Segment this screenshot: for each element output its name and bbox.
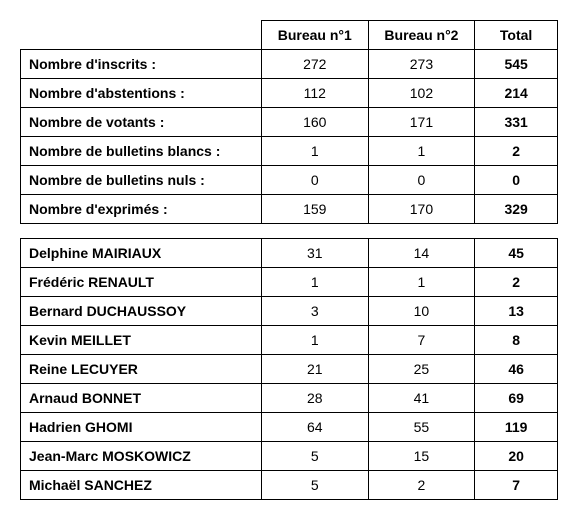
stat-total-value: 0: [475, 166, 558, 195]
stat-bureau2-value: 1: [368, 137, 475, 166]
candidate-total-value: 119: [475, 413, 558, 442]
candidate-row: Hadrien GHOMI6455119: [21, 413, 558, 442]
stat-bureau2-value: 102: [368, 79, 475, 108]
stat-bureau1-value: 0: [261, 166, 368, 195]
candidate-label: Arnaud BONNET: [21, 384, 262, 413]
stat-total-value: 545: [475, 50, 558, 79]
candidate-bureau2-value: 55: [368, 413, 475, 442]
header-bureau2: Bureau n°2: [368, 21, 475, 50]
gap-cell: [21, 224, 558, 239]
candidate-bureau1-value: 21: [261, 355, 368, 384]
candidate-total-value: 13: [475, 297, 558, 326]
candidate-total-value: 69: [475, 384, 558, 413]
stat-bureau1-value: 160: [261, 108, 368, 137]
candidate-bureau1-value: 5: [261, 471, 368, 500]
candidate-row: Arnaud BONNET284169: [21, 384, 558, 413]
candidate-total-value: 2: [475, 268, 558, 297]
stat-label: Nombre de bulletins nuls :: [21, 166, 262, 195]
candidate-row: Michaël SANCHEZ527: [21, 471, 558, 500]
stat-total-value: 331: [475, 108, 558, 137]
header-empty: [21, 21, 262, 50]
header-row: Bureau n°1 Bureau n°2 Total: [21, 21, 558, 50]
election-results-table: Bureau n°1 Bureau n°2 Total Nombre d'ins…: [20, 20, 558, 500]
stat-bureau1-value: 272: [261, 50, 368, 79]
candidate-bureau1-value: 1: [261, 326, 368, 355]
stat-row: Nombre d'abstentions :112102214: [21, 79, 558, 108]
stat-label: Nombre d'abstentions :: [21, 79, 262, 108]
candidate-bureau2-value: 41: [368, 384, 475, 413]
stat-bureau1-value: 159: [261, 195, 368, 224]
stat-bureau2-value: 273: [368, 50, 475, 79]
stat-total-value: 2: [475, 137, 558, 166]
candidate-bureau2-value: 2: [368, 471, 475, 500]
stat-label: Nombre de votants :: [21, 108, 262, 137]
candidate-row: Delphine MAIRIAUX311445: [21, 239, 558, 268]
candidate-row: Bernard DUCHAUSSOY31013: [21, 297, 558, 326]
candidate-label: Frédéric RENAULT: [21, 268, 262, 297]
table-body: Nombre d'inscrits :272273545Nombre d'abs…: [21, 50, 558, 500]
candidate-bureau2-value: 10: [368, 297, 475, 326]
stat-bureau1-value: 1: [261, 137, 368, 166]
candidate-total-value: 8: [475, 326, 558, 355]
candidate-label: Bernard DUCHAUSSOY: [21, 297, 262, 326]
stat-label: Nombre d'exprimés :: [21, 195, 262, 224]
candidate-bureau1-value: 28: [261, 384, 368, 413]
stat-total-value: 214: [475, 79, 558, 108]
gap-row: [21, 224, 558, 239]
stat-row: Nombre d'inscrits :272273545: [21, 50, 558, 79]
candidate-row: Jean-Marc MOSKOWICZ51520: [21, 442, 558, 471]
candidate-label: Michaël SANCHEZ: [21, 471, 262, 500]
stat-row: Nombre d'exprimés :159170329: [21, 195, 558, 224]
candidate-bureau2-value: 7: [368, 326, 475, 355]
candidate-row: Reine LECUYER212546: [21, 355, 558, 384]
candidate-row: Kevin MEILLET178: [21, 326, 558, 355]
candidate-total-value: 45: [475, 239, 558, 268]
candidate-bureau1-value: 5: [261, 442, 368, 471]
candidate-label: Jean-Marc MOSKOWICZ: [21, 442, 262, 471]
candidate-label: Delphine MAIRIAUX: [21, 239, 262, 268]
candidate-label: Hadrien GHOMI: [21, 413, 262, 442]
candidate-bureau2-value: 15: [368, 442, 475, 471]
candidate-bureau2-value: 1: [368, 268, 475, 297]
candidate-row: Frédéric RENAULT112: [21, 268, 558, 297]
stat-bureau1-value: 112: [261, 79, 368, 108]
header-bureau1: Bureau n°1: [261, 21, 368, 50]
stat-label: Nombre d'inscrits :: [21, 50, 262, 79]
candidate-bureau1-value: 3: [261, 297, 368, 326]
stat-row: Nombre de bulletins blancs :112: [21, 137, 558, 166]
candidate-label: Reine LECUYER: [21, 355, 262, 384]
candidate-bureau1-value: 31: [261, 239, 368, 268]
candidate-bureau1-value: 64: [261, 413, 368, 442]
candidate-total-value: 20: [475, 442, 558, 471]
candidate-bureau1-value: 1: [261, 268, 368, 297]
candidate-bureau2-value: 14: [368, 239, 475, 268]
stat-row: Nombre de bulletins nuls :000: [21, 166, 558, 195]
stat-label: Nombre de bulletins blancs :: [21, 137, 262, 166]
candidate-bureau2-value: 25: [368, 355, 475, 384]
candidate-total-value: 46: [475, 355, 558, 384]
stat-row: Nombre de votants :160171331: [21, 108, 558, 137]
header-total: Total: [475, 21, 558, 50]
stat-bureau2-value: 170: [368, 195, 475, 224]
stat-total-value: 329: [475, 195, 558, 224]
stat-bureau2-value: 0: [368, 166, 475, 195]
candidate-total-value: 7: [475, 471, 558, 500]
candidate-label: Kevin MEILLET: [21, 326, 262, 355]
stat-bureau2-value: 171: [368, 108, 475, 137]
